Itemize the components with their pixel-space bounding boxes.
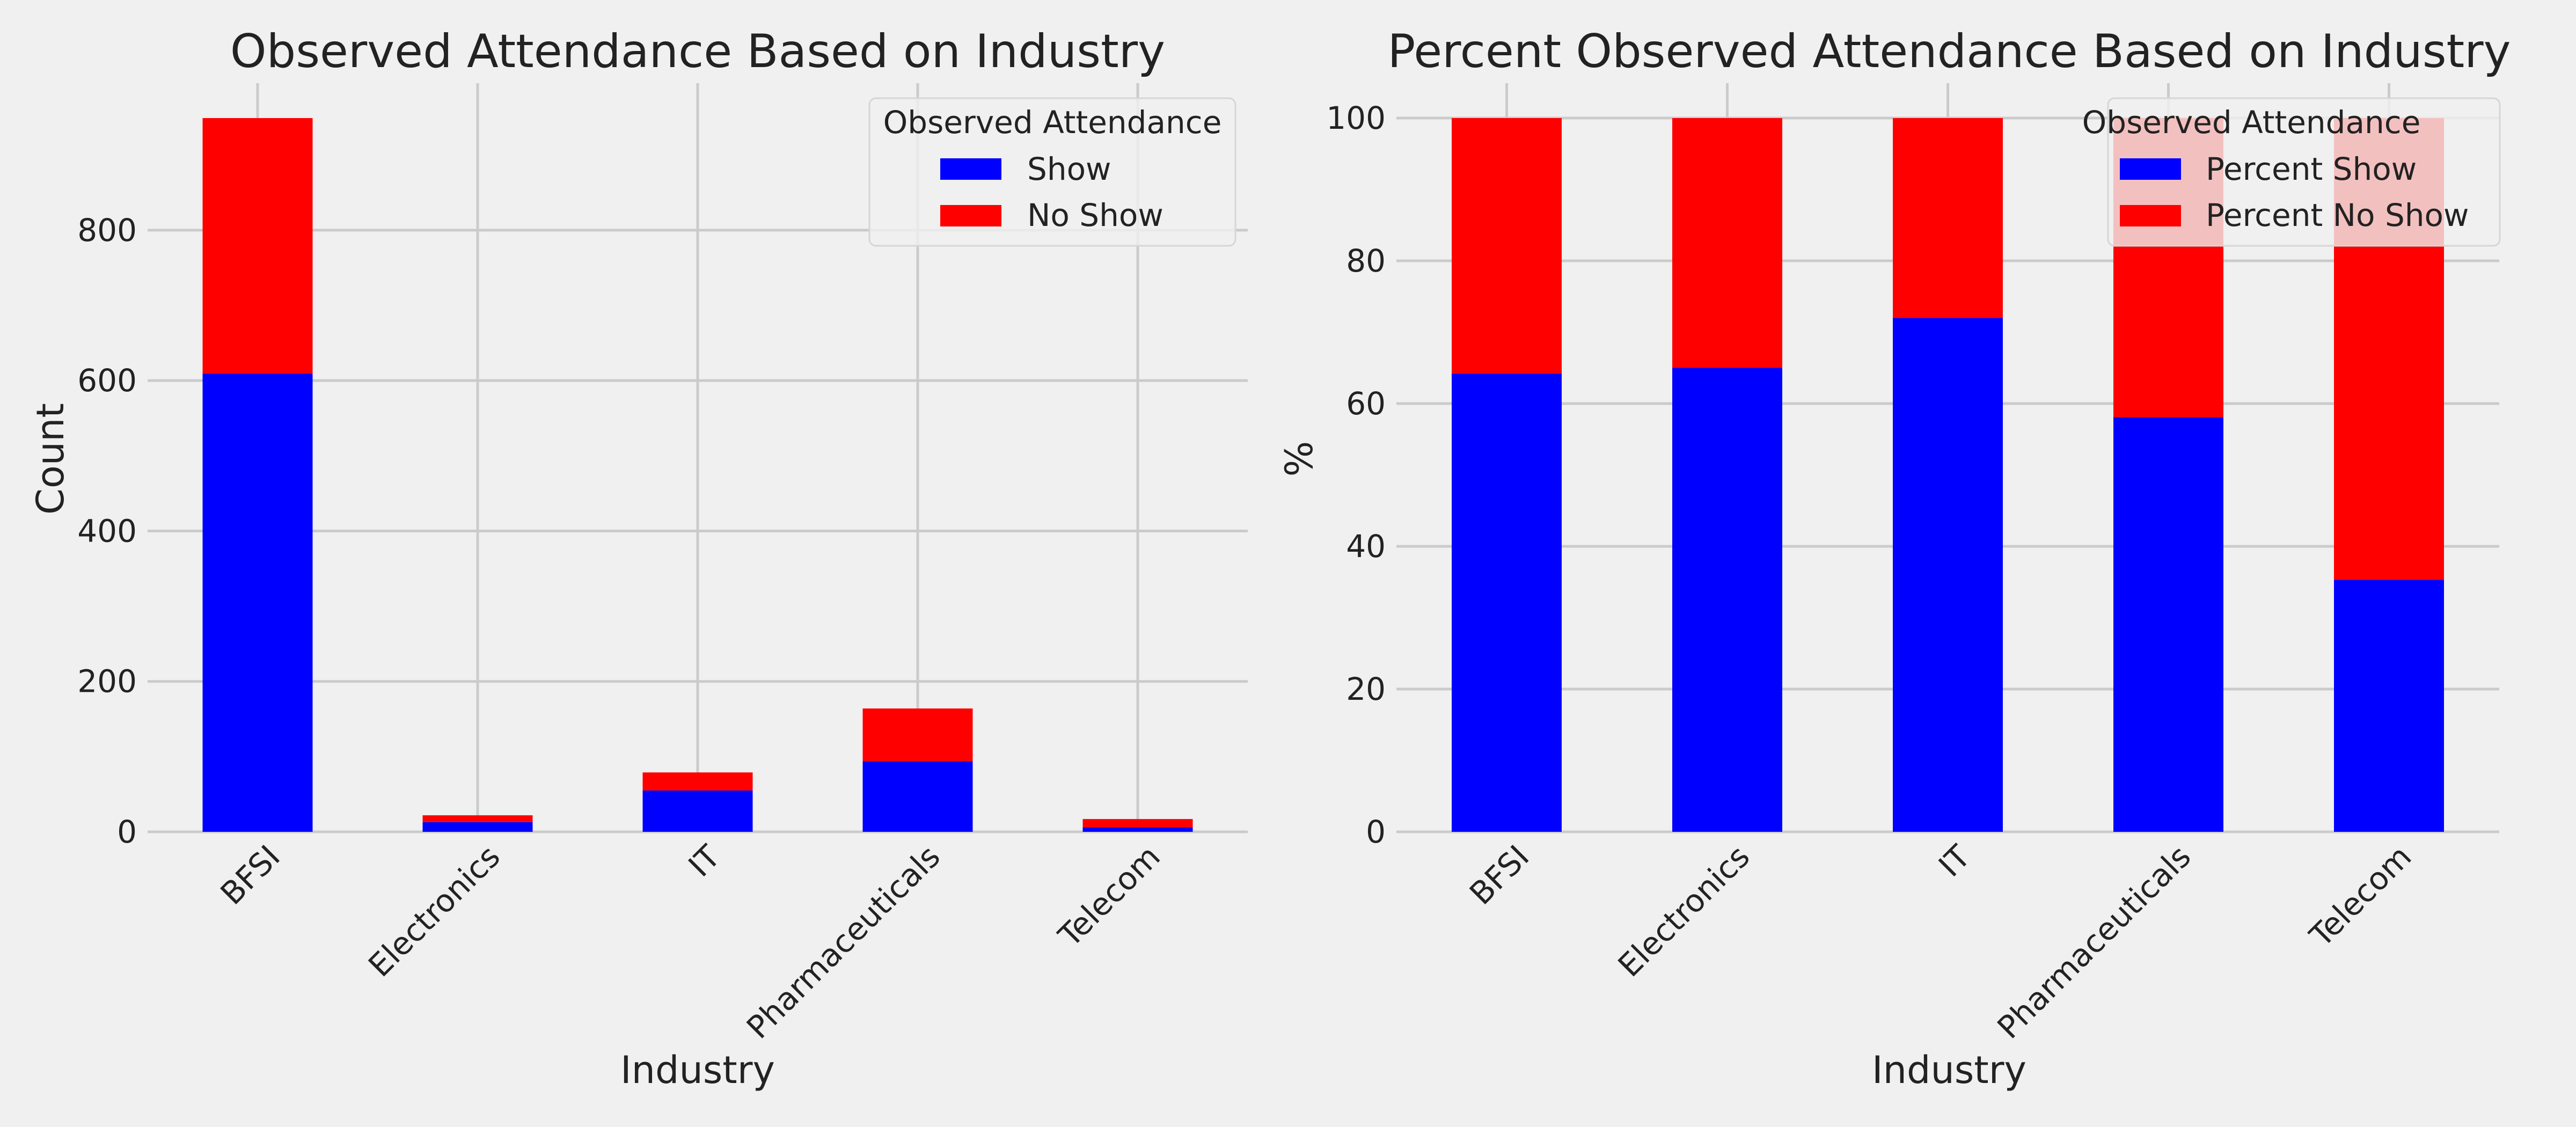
y-axis-label: % <box>1277 441 1321 477</box>
legend-title: Observed Attendance <box>883 104 1222 141</box>
y-tick-label: 60 <box>1346 385 1386 422</box>
chart-title: Observed Attendance Based on Industry <box>230 25 1165 78</box>
legend-title: Observed Attendance <box>2082 104 2421 141</box>
y-tick-labels: 0 20 40 60 80 100 <box>1326 100 1386 850</box>
bar-percent-show-pharmaceuticals <box>2113 417 2223 832</box>
x-axis-label: Industry <box>620 1048 775 1092</box>
y-tick-label: 0 <box>117 814 137 850</box>
chart-title: Percent Observed Attendance Based on Ind… <box>1387 25 2511 78</box>
bar-percent-no-show-electronics <box>1672 118 1782 368</box>
legend-label-percent-show: Percent Show <box>2206 151 2417 187</box>
legend-label-no-show: No Show <box>1027 197 1163 233</box>
y-tick-label: 80 <box>1346 243 1386 279</box>
legend: Observed Attendance Percent Show Percent… <box>2082 97 2501 247</box>
bar-no-show-bfsi <box>202 118 313 374</box>
bar-show-it <box>642 790 753 832</box>
y-tick-labels: 0 200 400 600 800 <box>77 212 137 850</box>
legend-swatch-no-show <box>940 205 1001 226</box>
legend-box <box>2107 97 2501 247</box>
y-tick-label: 800 <box>77 212 137 248</box>
y-tick-label: 400 <box>77 513 137 549</box>
bar-no-show-it <box>642 772 753 791</box>
bar-show-electronics <box>422 822 533 832</box>
bar-percent-show-bfsi <box>1452 374 1562 832</box>
bars <box>202 118 1193 832</box>
y-tick-label: 100 <box>1326 100 1386 136</box>
bar-no-show-telecom <box>1082 819 1193 828</box>
bar-no-show-electronics <box>422 815 533 822</box>
y-axis-label: Count <box>28 403 72 515</box>
bar-percent-show-it <box>1893 318 2003 832</box>
y-tick-label: 600 <box>77 362 137 399</box>
bar-percent-show-electronics <box>1672 368 1782 832</box>
y-tick-label: 200 <box>77 663 137 700</box>
legend-label-show: Show <box>1027 151 1111 187</box>
legend-label-percent-no-show: Percent No Show <box>2206 197 2469 233</box>
bar-percent-no-show-it <box>1893 118 2003 318</box>
legend-swatch-show <box>940 158 1001 180</box>
legend-swatch-percent-show <box>2120 158 2181 180</box>
bar-percent-show-telecom <box>2334 580 2444 832</box>
bar-show-bfsi <box>202 374 313 832</box>
bar-percent-no-show-bfsi <box>1452 118 1562 374</box>
bar-show-pharmaceuticals <box>862 761 973 832</box>
y-tick-label: 0 <box>1366 814 1386 850</box>
bar-show-telecom <box>1082 827 1193 832</box>
y-tick-label: 20 <box>1346 671 1386 707</box>
legend: Observed Attendance Show No Show <box>868 97 1236 247</box>
bar-no-show-pharmaceuticals <box>862 708 973 762</box>
y-tick-label: 40 <box>1346 528 1386 565</box>
x-axis-label: Industry <box>1872 1048 2026 1092</box>
legend-swatch-percent-no-show <box>2120 205 2181 226</box>
